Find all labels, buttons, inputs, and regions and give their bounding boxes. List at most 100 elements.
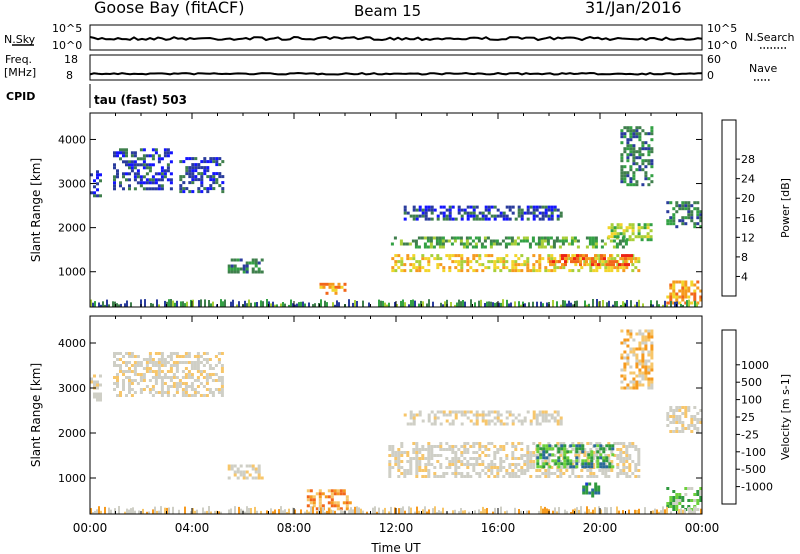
echo-cell [594, 254, 597, 258]
colorbar-tick-label: 16 [741, 212, 755, 225]
echo-cell [585, 236, 589, 240]
echo-cell [312, 495, 316, 499]
echo-cell [650, 380, 654, 384]
echo-cell [403, 217, 407, 221]
echo-cell [196, 352, 200, 355]
echo-cell [684, 292, 688, 296]
echo-cell [687, 210, 691, 214]
ground-cell [588, 509, 590, 514]
ground-cell [502, 299, 504, 307]
echo-cell [460, 217, 464, 221]
echo-cell [538, 205, 542, 209]
echo-cell [602, 462, 606, 466]
ground-cell [480, 299, 482, 307]
power-echo-region [227, 258, 264, 274]
echo-cell [547, 413, 551, 417]
ground-cell [244, 300, 246, 307]
echo-cell [200, 172, 204, 176]
echo-cell [199, 394, 203, 397]
echo-cell [113, 184, 116, 188]
echo-cell [397, 475, 401, 478]
echo-cell [558, 260, 561, 264]
ground-cell [664, 509, 666, 514]
echo-cell [544, 460, 548, 463]
echo-cell [623, 132, 627, 136]
echo-cell [666, 210, 670, 214]
echo-cell [610, 266, 614, 270]
ground-cell [94, 510, 96, 514]
echo-cell [475, 460, 479, 463]
ground-cell [308, 511, 310, 514]
echo-cell [214, 355, 218, 358]
echo-cell [544, 413, 548, 417]
echo-cell [421, 214, 425, 218]
echo-cell [638, 165, 642, 169]
echo-cell [532, 442, 536, 445]
echo-cell [148, 181, 152, 185]
echo-cell [553, 416, 557, 420]
echo-cell [604, 472, 608, 475]
echo-cell [490, 260, 494, 264]
echo-cell [99, 194, 102, 198]
echo-cell [125, 370, 128, 373]
ground-cell [390, 506, 392, 514]
echo-cell [187, 394, 191, 397]
echo-cell [641, 377, 645, 381]
echo-cell [650, 162, 654, 166]
echo-cell [558, 239, 562, 243]
echo-cell [625, 472, 629, 475]
freq-tick-top: 18 [64, 53, 78, 66]
echo-cell [623, 386, 627, 390]
echo-cell [628, 442, 632, 445]
echo-cell [628, 238, 632, 242]
echo-cell [625, 475, 629, 478]
echo-cell [130, 379, 134, 382]
echo-cell [538, 475, 542, 478]
echo-cell [160, 376, 164, 379]
echo-cell [623, 362, 627, 366]
echo-cell [615, 242, 619, 246]
echo-cell [620, 153, 624, 157]
echo-cell [406, 451, 410, 454]
echo-cell [214, 364, 218, 367]
echo-cell [160, 184, 164, 188]
echo-cell [517, 419, 521, 423]
echo-cell [130, 382, 134, 385]
echo-cell [496, 266, 500, 270]
echo-cell [496, 257, 500, 261]
echo-cell [646, 235, 650, 239]
echo-cell [178, 361, 182, 364]
echo-cell [472, 457, 476, 460]
ground-cell [168, 299, 170, 307]
echo-cell [200, 181, 204, 185]
echo-cell [620, 177, 624, 181]
echo-cell [427, 217, 431, 221]
echo-cell [205, 352, 209, 355]
velocity-frame [89, 315, 703, 515]
echo-cell [681, 222, 685, 226]
echo-cell [681, 216, 685, 220]
echo-cell [564, 236, 568, 240]
echo-cell [556, 475, 560, 478]
echo-cell [478, 454, 482, 457]
echo-cell [553, 410, 557, 414]
ground-cell [144, 299, 146, 307]
echo-cell [526, 457, 530, 460]
echo-cell [196, 391, 200, 394]
echo-cell [564, 257, 567, 261]
echo-cell [409, 214, 413, 218]
echo-cell [644, 329, 648, 333]
echo-cell [508, 463, 512, 466]
echo-cell [475, 442, 479, 445]
ground-cell [606, 507, 608, 514]
echo-cell [448, 211, 452, 215]
echo-cell [469, 410, 473, 414]
ground-cell [584, 300, 586, 307]
echo-cell [594, 482, 598, 486]
echo-cell [457, 269, 461, 273]
ground-cell [682, 304, 684, 307]
echo-cell [336, 492, 340, 496]
echo-cell [678, 204, 682, 208]
echo-cell [412, 208, 416, 212]
echo-cell [562, 472, 566, 475]
